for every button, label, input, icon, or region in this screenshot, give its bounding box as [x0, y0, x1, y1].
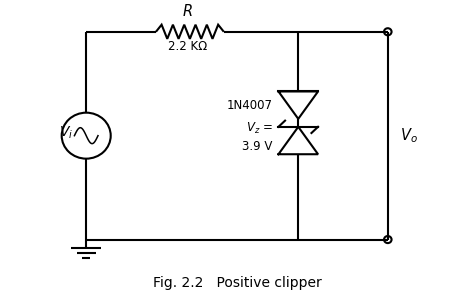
- Text: 1N4007: 1N4007: [227, 99, 273, 112]
- Text: $V_o$: $V_o$: [400, 126, 418, 145]
- Text: Fig. 2.2   Positive clipper: Fig. 2.2 Positive clipper: [153, 276, 321, 290]
- Text: $V_i$: $V_i$: [59, 125, 73, 141]
- Text: 2.2 KΩ: 2.2 KΩ: [168, 40, 207, 53]
- Text: R: R: [182, 4, 192, 19]
- Text: $V_z$ =
3.9 V: $V_z$ = 3.9 V: [242, 121, 273, 153]
